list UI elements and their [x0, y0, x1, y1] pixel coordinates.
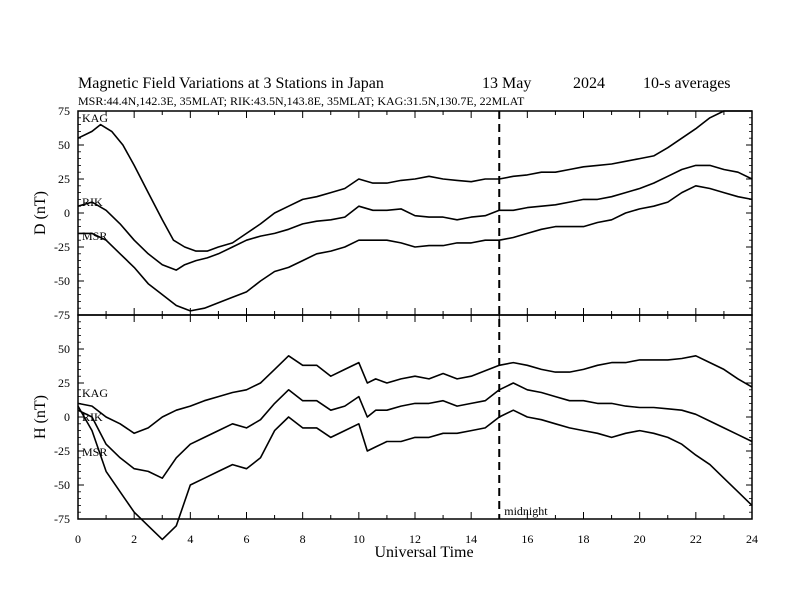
y-tick-label: -50: [54, 478, 70, 492]
x-tick-label: 0: [75, 532, 81, 546]
series-label-msr: MSR: [82, 229, 107, 243]
series-line-kag: [77, 354, 753, 435]
y-tick-label: 0: [64, 410, 70, 424]
series-label-rik: RIK: [82, 410, 103, 424]
x-tick-label: 6: [244, 532, 250, 546]
series-label-msr: MSR: [82, 445, 107, 459]
x-tick-label: 10: [353, 532, 365, 546]
station-coordinates: MSR:44.4N,142.3E, 35MLAT; RIK:43.5N,143.…: [78, 94, 525, 108]
x-tick-label: 22: [690, 532, 702, 546]
series-label-kag: KAG: [82, 386, 108, 400]
x-axis-label: Universal Time: [374, 544, 473, 561]
panel-frame: [77, 110, 753, 316]
chart-date: 13 May: [482, 75, 531, 92]
chart-averaging: 10-s averages: [643, 75, 731, 92]
y-tick-label: -25: [54, 444, 70, 458]
y-tick-label: -75: [54, 308, 70, 322]
panel-frame: [77, 314, 753, 520]
x-tick-label: 16: [521, 532, 533, 546]
panel-d: 75 50 25 0 -25 -50 -75 D (nT) KAG RIK MSR: [32, 104, 753, 322]
y-tick-label: -25: [54, 240, 70, 254]
y-tick-label: 25: [58, 172, 70, 186]
series-line-rik: [77, 382, 753, 480]
series-line-msr: [77, 405, 753, 541]
y-tick-label: -50: [54, 274, 70, 288]
chart-title: Magnetic Field Variations at 3 Stations …: [78, 75, 384, 92]
chart-year: 2024: [573, 75, 605, 92]
midnight-label: midnight: [504, 504, 548, 518]
x-tick-label: 2: [131, 532, 137, 546]
x-tick-label: 18: [578, 532, 590, 546]
series-line-msr: [78, 185, 753, 312]
y-axis-label: D (nT): [32, 191, 49, 235]
y-tick-label: 50: [58, 342, 70, 356]
y-axis-label: H (nT): [32, 395, 49, 439]
series-label-kag: KAG: [82, 111, 108, 125]
x-tick-label: 14: [465, 532, 477, 546]
series-line-rik: [77, 164, 753, 271]
series-line-kag: [77, 110, 752, 252]
x-tick-label: 20: [634, 532, 646, 546]
x-tick-label: 24: [746, 532, 758, 546]
x-tick-label: 4: [187, 532, 193, 546]
x-tick-label: 8: [300, 532, 306, 546]
y-tick-label: 25: [58, 376, 70, 390]
y-tick-label: 75: [58, 104, 70, 118]
x-tick-label: 12: [409, 532, 421, 546]
y-tick-label: -75: [54, 512, 70, 526]
y-tick-label: 50: [58, 138, 70, 152]
y-tick-label: 0: [64, 206, 70, 220]
series-label-rik: RIK: [82, 195, 103, 209]
